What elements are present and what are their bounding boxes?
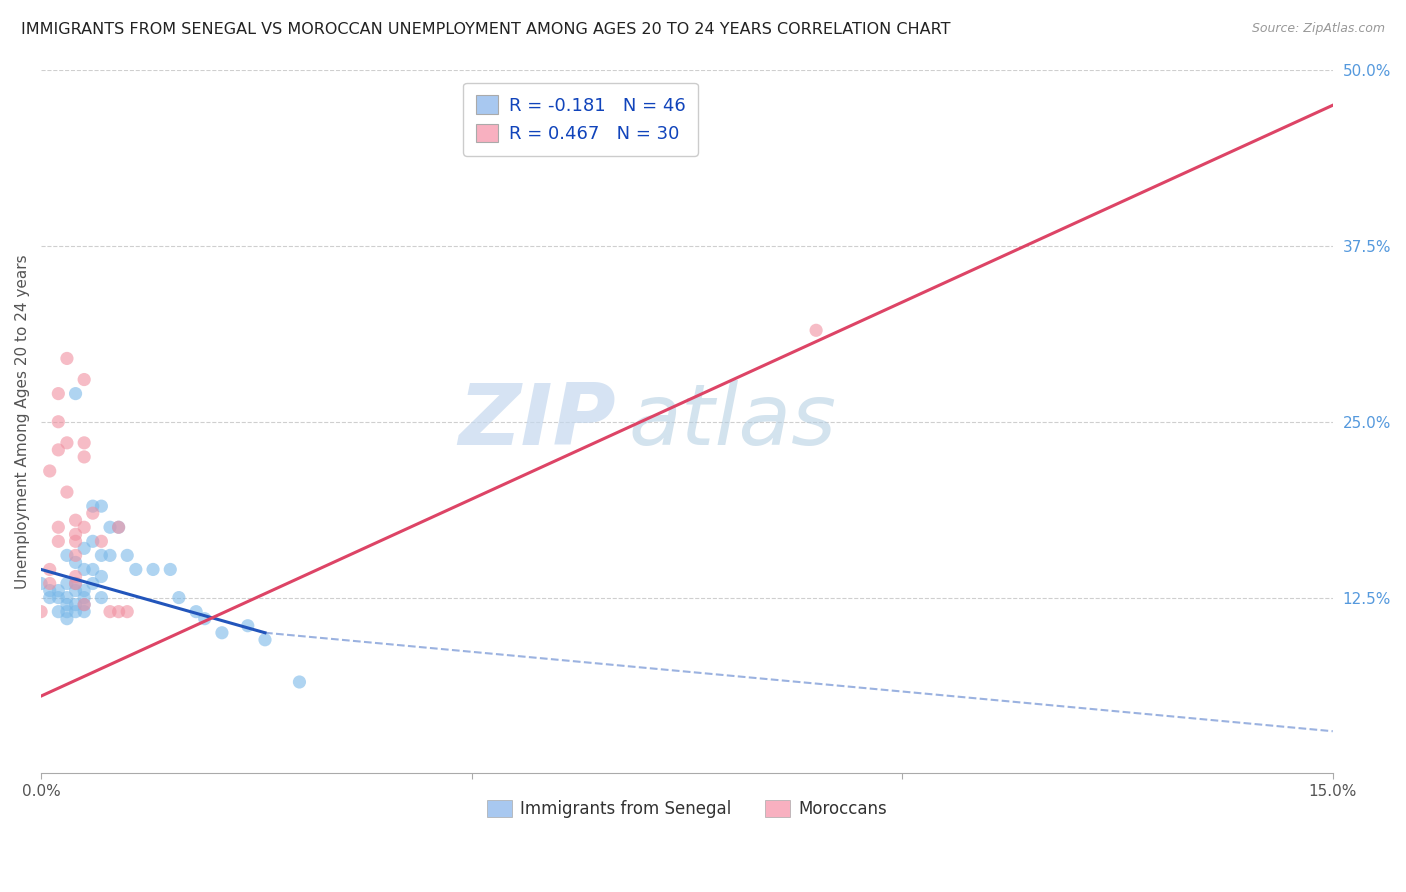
Point	[38, 591, 60, 605]
Point	[56, 549, 79, 563]
Point	[73, 591, 96, 605]
Point	[30, 605, 52, 619]
Point	[82, 576, 104, 591]
Legend: Immigrants from Senegal, Moroccans: Immigrants from Senegal, Moroccans	[481, 793, 894, 825]
Point	[38, 583, 60, 598]
Text: IMMIGRANTS FROM SENEGAL VS MOROCCAN UNEMPLOYMENT AMONG AGES 20 TO 24 YEARS CORRE: IMMIGRANTS FROM SENEGAL VS MOROCCAN UNEM…	[21, 22, 950, 37]
Point	[56, 576, 79, 591]
Point	[56, 612, 79, 626]
Point	[65, 605, 87, 619]
Point	[804, 323, 827, 337]
Point	[98, 520, 121, 534]
Point	[65, 527, 87, 541]
Point	[184, 605, 207, 619]
Point	[115, 549, 138, 563]
Point	[82, 534, 104, 549]
Point	[73, 372, 96, 386]
Point	[90, 569, 112, 583]
Point	[98, 549, 121, 563]
Point	[46, 442, 69, 457]
Point	[65, 583, 87, 598]
Point	[65, 569, 87, 583]
Point	[211, 625, 233, 640]
Point	[253, 632, 276, 647]
Point	[194, 612, 217, 626]
Point	[98, 605, 121, 619]
Point	[90, 499, 112, 513]
Point	[73, 598, 96, 612]
Point	[65, 549, 87, 563]
Point	[90, 591, 112, 605]
Text: ZIP: ZIP	[458, 380, 616, 463]
Point	[167, 591, 190, 605]
Point	[73, 450, 96, 464]
Point	[125, 562, 148, 576]
Point	[73, 598, 96, 612]
Point	[56, 605, 79, 619]
Point	[30, 576, 52, 591]
Text: Source: ZipAtlas.com: Source: ZipAtlas.com	[1251, 22, 1385, 36]
Point	[56, 485, 79, 500]
Point	[142, 562, 165, 576]
Point	[65, 386, 87, 401]
Point	[73, 435, 96, 450]
Point	[46, 534, 69, 549]
Point	[107, 520, 129, 534]
Point	[73, 605, 96, 619]
Point	[73, 583, 96, 598]
Point	[73, 541, 96, 556]
Point	[46, 520, 69, 534]
Point	[236, 618, 259, 632]
Point	[46, 605, 69, 619]
Point	[46, 583, 69, 598]
Text: atlas: atlas	[628, 380, 837, 463]
Point	[115, 605, 138, 619]
Point	[288, 675, 311, 690]
Point	[46, 591, 69, 605]
Point	[82, 506, 104, 520]
Point	[46, 415, 69, 429]
Point	[82, 499, 104, 513]
Y-axis label: Unemployment Among Ages 20 to 24 years: Unemployment Among Ages 20 to 24 years	[15, 254, 30, 589]
Point	[65, 598, 87, 612]
Point	[56, 435, 79, 450]
Point	[159, 562, 181, 576]
Point	[90, 549, 112, 563]
Point	[90, 534, 112, 549]
Point	[56, 598, 79, 612]
Point	[107, 605, 129, 619]
Point	[65, 576, 87, 591]
Point	[107, 520, 129, 534]
Point	[73, 520, 96, 534]
Point	[73, 562, 96, 576]
Point	[82, 562, 104, 576]
Point	[56, 351, 79, 366]
Point	[46, 386, 69, 401]
Point	[65, 556, 87, 570]
Point	[38, 576, 60, 591]
Point	[65, 513, 87, 527]
Point	[56, 591, 79, 605]
Point	[38, 562, 60, 576]
Point	[38, 464, 60, 478]
Point	[65, 534, 87, 549]
Point	[65, 576, 87, 591]
